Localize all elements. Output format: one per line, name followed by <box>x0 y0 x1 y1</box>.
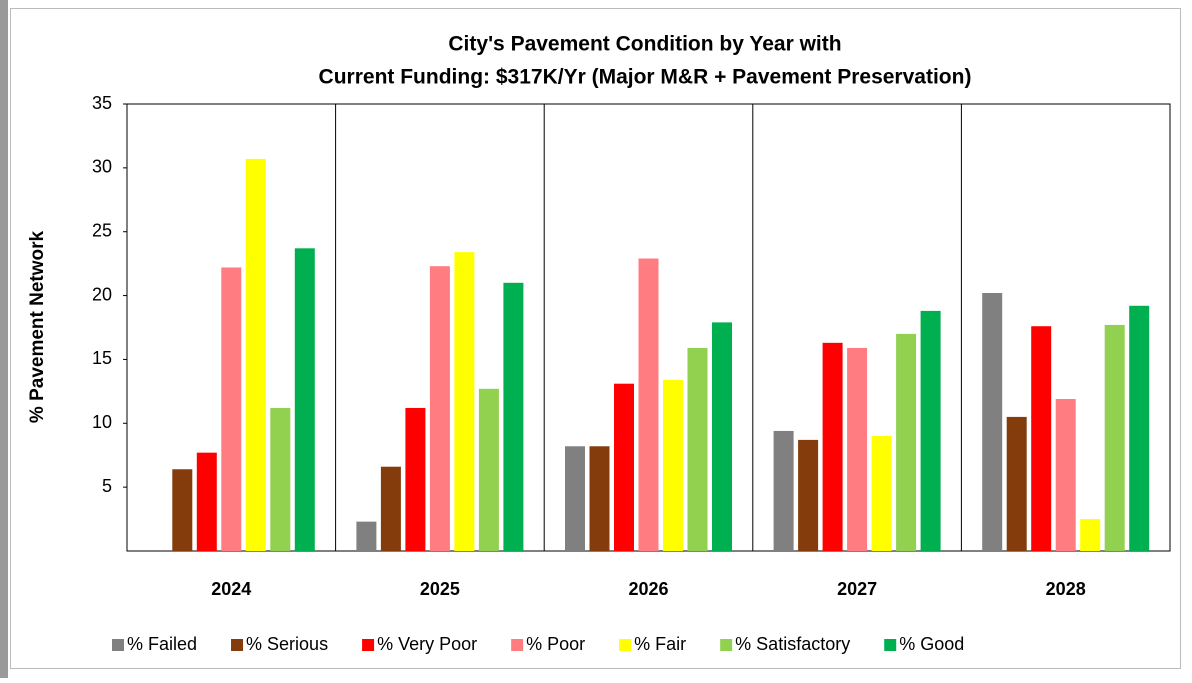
bar <box>773 430 794 551</box>
frame-shadow <box>0 0 8 678</box>
bar <box>920 310 941 551</box>
bar <box>896 333 917 551</box>
bar <box>172 469 193 551</box>
bar <box>847 347 868 551</box>
y-tick-label: 35 <box>92 93 112 113</box>
bar <box>221 267 242 551</box>
bar <box>1080 519 1101 551</box>
bar <box>822 342 843 551</box>
legend-label: % Good <box>899 634 964 654</box>
bar <box>687 347 708 551</box>
bar <box>871 436 892 551</box>
legend-label: % Failed <box>127 634 197 654</box>
x-tick-label: 2028 <box>1046 579 1086 599</box>
y-tick-label: 10 <box>92 412 112 432</box>
bar <box>270 407 291 551</box>
bar <box>380 466 401 551</box>
chart-title: Current Funding: $317K/Yr (Major M&R + P… <box>319 66 972 89</box>
bar <box>478 388 499 551</box>
legend-swatch <box>231 639 244 651</box>
bar <box>1055 399 1076 551</box>
bar <box>503 282 524 551</box>
y-tick-label: 30 <box>92 157 112 177</box>
x-tick-label: 2026 <box>628 579 668 599</box>
legend-swatch <box>112 639 124 651</box>
legend-swatch <box>619 639 632 651</box>
bar <box>638 258 659 551</box>
bar <box>663 379 683 551</box>
bar <box>614 383 634 551</box>
bar <box>1006 416 1027 551</box>
legend-label: % Poor <box>526 634 585 654</box>
bar <box>798 439 819 551</box>
x-tick-label: 2024 <box>211 579 251 599</box>
bar <box>712 322 732 551</box>
chart-title: City's Pavement Condition by Year with <box>448 33 841 56</box>
y-tick-label: 15 <box>92 348 112 368</box>
y-tick-label: 25 <box>92 220 112 240</box>
bar <box>565 446 585 551</box>
legend-swatch <box>884 639 897 651</box>
bar <box>294 248 315 551</box>
bar <box>429 266 450 551</box>
y-axis-label: % Pavement Network <box>27 230 48 423</box>
x-tick-label: 2027 <box>837 579 877 599</box>
y-tick-label: 20 <box>92 284 112 304</box>
legend-label: % Fair <box>634 634 686 654</box>
bar <box>356 521 377 551</box>
bar <box>1031 326 1052 551</box>
bar <box>982 293 1003 551</box>
legend-swatch <box>720 639 733 651</box>
bar <box>1129 305 1150 551</box>
legend-label: % Very Poor <box>377 634 477 654</box>
legend-swatch <box>511 639 524 651</box>
legend-label: % Serious <box>246 634 328 654</box>
bar <box>245 158 266 551</box>
bar <box>589 446 610 551</box>
legend-label: % Satisfactory <box>735 634 850 654</box>
bar <box>405 407 426 551</box>
bar <box>1104 324 1125 551</box>
bar <box>196 452 217 551</box>
x-tick-label: 2025 <box>420 579 460 599</box>
y-tick-label: 5 <box>102 476 112 496</box>
bar <box>454 252 475 552</box>
legend-swatch <box>362 639 375 651</box>
